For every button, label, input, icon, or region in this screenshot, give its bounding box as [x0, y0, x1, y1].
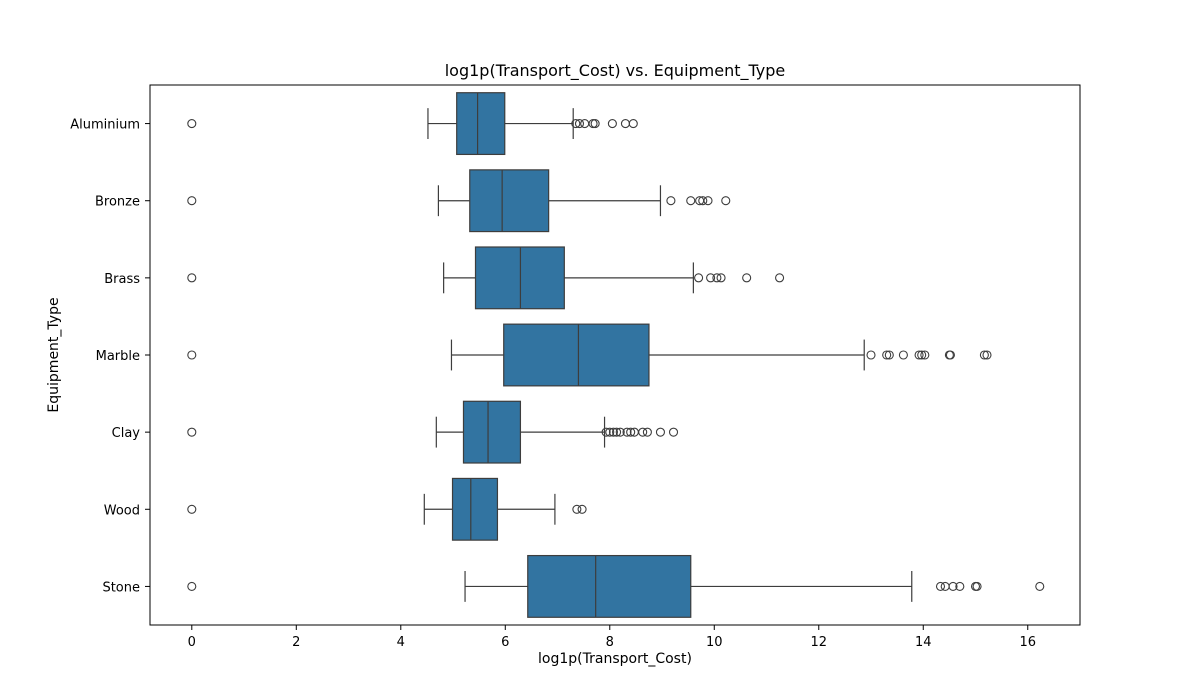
- box-group-aluminium: [187, 92, 638, 156]
- outlier-point: [187, 196, 197, 206]
- y-tick-label: Stone: [102, 580, 140, 595]
- outlier-point: [920, 350, 930, 360]
- outlier-point: [655, 427, 666, 437]
- y-axis-label: Equipment_Type: [46, 297, 62, 412]
- outlier-point: [935, 581, 946, 591]
- outlier-point: [628, 119, 638, 129]
- outlier-point: [626, 427, 636, 437]
- outlier-point: [577, 504, 587, 514]
- outlier-point: [571, 119, 581, 129]
- iqr-box: [527, 554, 692, 618]
- outlier-point: [982, 350, 992, 360]
- outlier-point: [187, 273, 197, 283]
- outlier-point: [940, 581, 950, 591]
- outlier-point: [622, 427, 632, 437]
- outlier-point: [187, 581, 197, 591]
- iqr-box: [456, 92, 506, 156]
- y-tick-label: Aluminium: [70, 118, 140, 133]
- outlier-point: [866, 350, 876, 360]
- x-tick-label: 12: [810, 635, 827, 650]
- x-tick-label: 0: [188, 635, 196, 650]
- box-group-bronze: [187, 169, 731, 233]
- box-group-marble: [187, 323, 992, 387]
- outlier-point: [187, 427, 197, 437]
- outlier-point: [615, 427, 625, 437]
- iqr-box: [503, 323, 650, 387]
- outlier-point: [917, 350, 927, 360]
- plot-area: [187, 92, 1045, 618]
- box-group-wood: [187, 477, 587, 541]
- x-tick-label: 8: [606, 635, 614, 650]
- box-group-clay: [187, 400, 679, 464]
- outlier-point: [972, 581, 982, 591]
- outlier-point: [775, 273, 785, 283]
- outlier-point: [882, 350, 892, 360]
- outlier-point: [187, 350, 197, 360]
- outlier-point: [703, 196, 713, 206]
- outlier-point: [574, 119, 585, 129]
- outlier-point: [742, 273, 752, 283]
- outlier-point: [694, 273, 704, 283]
- outlier-point: [668, 427, 679, 437]
- outlier-point: [572, 504, 582, 514]
- x-tick-label: 10: [706, 635, 723, 650]
- outlier-point: [955, 581, 965, 591]
- outlier-point: [1035, 581, 1045, 591]
- chart-title: log1p(Transport_Cost) vs. Equipment_Type: [445, 61, 786, 81]
- outlier-point: [187, 119, 197, 129]
- outlier-point: [712, 273, 722, 283]
- outlier-point: [607, 119, 617, 129]
- outlier-point: [898, 350, 908, 360]
- outlier-point: [884, 350, 894, 360]
- outlier-point: [638, 427, 648, 437]
- y-tick-label: Clay: [112, 426, 141, 441]
- outlier-point: [945, 350, 955, 360]
- outlier-point: [948, 581, 958, 591]
- y-tick-label: Marble: [96, 349, 140, 364]
- outlier-point: [601, 427, 611, 437]
- y-tick-label: Bronze: [95, 195, 140, 210]
- outlier-point: [979, 350, 989, 360]
- outlier-point: [642, 427, 652, 437]
- iqr-box: [462, 400, 522, 464]
- outlier-point: [686, 196, 696, 206]
- outlier-point: [612, 427, 622, 437]
- box-group-brass: [187, 246, 785, 310]
- outlier-point: [590, 119, 600, 129]
- x-tick-label: 2: [292, 635, 300, 650]
- x-tick-label: 6: [501, 635, 509, 650]
- outlier-point: [187, 504, 197, 514]
- x-tick-label: 14: [915, 635, 932, 650]
- y-tick-label: Brass: [104, 272, 140, 287]
- x-tick-label: 4: [397, 635, 405, 650]
- outlier-point: [620, 119, 630, 129]
- x-tick-label: 16: [1019, 635, 1036, 650]
- iqr-box: [451, 477, 499, 541]
- outlier-point: [698, 196, 708, 206]
- box-group-stone: [187, 554, 1045, 618]
- iqr-box: [469, 169, 550, 233]
- outlier-point: [914, 350, 924, 360]
- outlier-point: [721, 196, 731, 206]
- outlier-point: [605, 427, 615, 437]
- outlier-point: [716, 273, 726, 283]
- x-axis-label: log1p(Transport_Cost): [538, 651, 692, 667]
- y-tick-label: Wood: [104, 503, 140, 518]
- outlier-point: [666, 196, 676, 206]
- outlier-point: [706, 273, 716, 283]
- outlier-point: [608, 427, 618, 437]
- outlier-point: [580, 119, 590, 129]
